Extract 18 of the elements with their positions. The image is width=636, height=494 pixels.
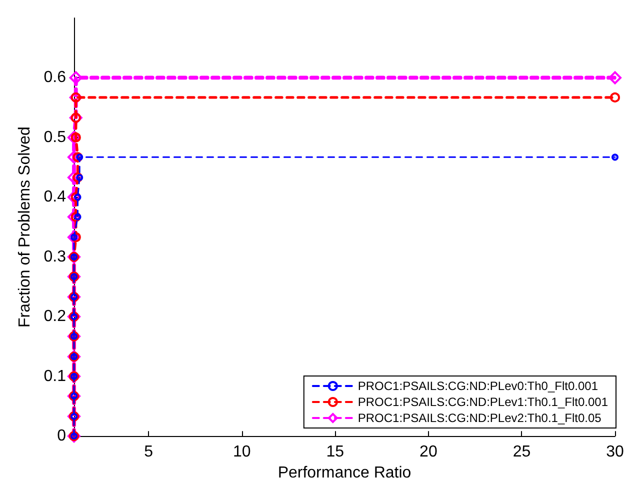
y-tick-label: 0.6 [44,69,66,86]
x-axis-title: Performance Ratio [278,464,412,482]
x-tick-label: 30 [606,444,624,461]
y-axis-title: Fraction of Problems Solved [16,126,34,328]
legend-label: PROC1:PSAILS:CG:ND:PLev1:Th0.1_Flt0.001 [358,395,608,409]
y-tick-label: 0.2 [44,308,66,326]
legend-label: PROC1:PSAILS:CG:ND:PLev0:Th0_Flt0.001 [358,379,598,393]
y-tick-label: 0 [57,428,66,445]
x-tick-label: 5 [144,444,154,461]
y-tick-label: 0.1 [44,368,66,385]
x-tick-label: 25 [512,444,531,461]
y-tick-label: 0.3 [44,248,66,266]
x-tick-label: 20 [420,444,438,461]
x-tick-label: 15 [326,444,344,461]
x-tick-label: 10 [233,444,251,461]
y-tick-label: 0.4 [44,188,66,206]
y-tick-label: 0.5 [44,128,66,146]
legend-label: PROC1:PSAILS:CG:ND:PLev2:Th0.1_Flt0.05 [358,411,602,425]
